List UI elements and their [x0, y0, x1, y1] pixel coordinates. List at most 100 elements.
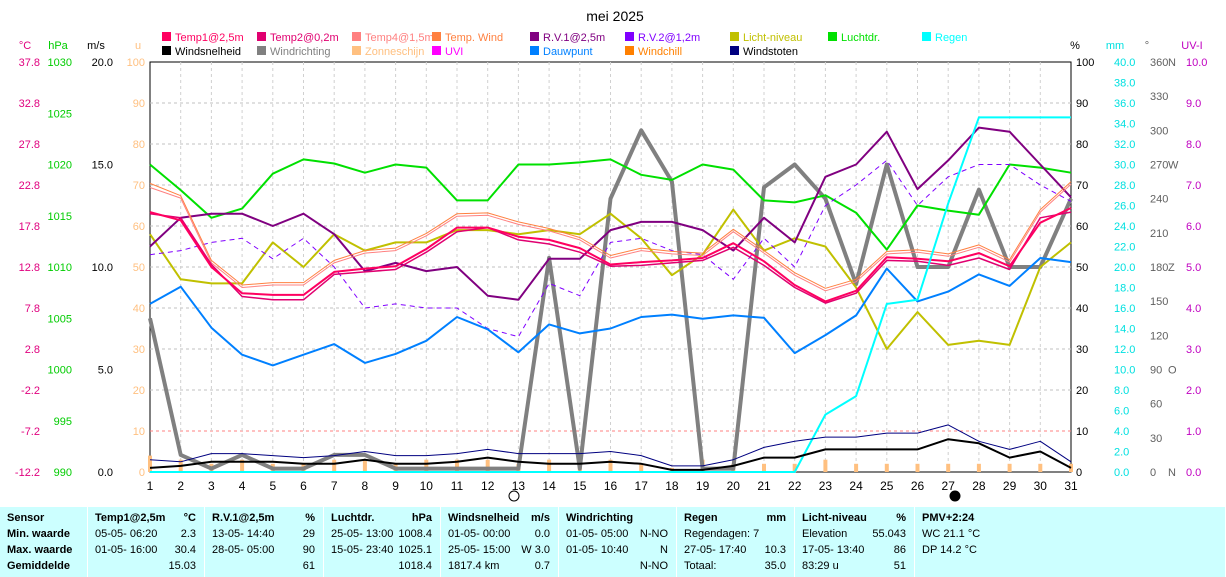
- legend-swatch: [730, 32, 739, 41]
- stats-cell-left: 01-05- 00:00: [448, 528, 511, 540]
- tick-label-u: 30: [133, 344, 145, 356]
- series-line-dauwpunt: [149, 257, 1072, 367]
- tick-label-hpa: 990: [54, 467, 72, 479]
- tick-label-hpa: 1005: [48, 313, 72, 325]
- weather-chart: mei 2025 Temp1@2,5m Temp2@0,2m Temp4@1,5m T…: [15, 8, 1207, 502]
- tick-label-pct: 10: [1076, 426, 1088, 438]
- stats-row: N-NO: [559, 558, 676, 574]
- tick-label-mm: 22.0: [1114, 242, 1135, 254]
- x-tick-label: 30: [1034, 479, 1048, 493]
- tick-label-mm: 38.0: [1114, 78, 1135, 90]
- x-tick-label: 14: [542, 479, 556, 493]
- tick-label-deg: 270: [1150, 160, 1168, 172]
- stats-cell-left: WC 21.1 °C: [922, 528, 981, 540]
- series-line-licht-niveau: [149, 208, 1072, 350]
- x-tick-label: 27: [942, 479, 956, 493]
- stats-cell-right: 0.0: [534, 528, 550, 540]
- stats-row: Max. waarde: [0, 542, 87, 558]
- sunshine-bar: [424, 459, 429, 472]
- tick-label-mm: 6.0: [1114, 406, 1129, 418]
- stats-row: 61: [205, 558, 323, 574]
- stats-cell-right: 61: [302, 560, 315, 572]
- stats-row: 13-05- 14:40 29: [205, 526, 323, 542]
- stats-header: Windsnelheid: [448, 512, 520, 524]
- tick-label-pct: 0: [1076, 467, 1082, 479]
- tick-label-uvi: 0.0: [1186, 467, 1201, 479]
- stats-cell-left: 01-05- 10:40: [566, 544, 629, 556]
- legend-label: Luchtdr.: [841, 32, 880, 44]
- legend-label: Temp4@1,5m: [365, 32, 434, 44]
- stats-row: 83:29 u 51: [795, 558, 914, 574]
- tick-label-mm: 10.0: [1114, 365, 1135, 377]
- legend-label: Windchill: [638, 46, 682, 58]
- tick-label-mm: 30.0: [1114, 160, 1135, 172]
- legend-swatch: [352, 46, 361, 55]
- stats-row: 15-05- 23:40 1025.1: [324, 542, 440, 558]
- tick-label-u: 80: [133, 139, 145, 151]
- tick-label-mm: 26.0: [1114, 201, 1135, 213]
- legend-label: R.V.2@1,2m: [638, 32, 700, 44]
- legend-swatch: [625, 46, 634, 55]
- series-line-temp2-0-2m: [149, 211, 1072, 304]
- stats-row: DP 14.2 °C: [915, 542, 1225, 558]
- series-line-windrichting: [148, 128, 1073, 471]
- stats-row: Regendagen: 7: [677, 526, 794, 542]
- stats-header: Windrichting: [566, 512, 634, 524]
- axis-unit-u: u: [135, 40, 141, 52]
- tick-label-deg: 30: [1150, 433, 1162, 445]
- axis-unit-mm: mm: [1106, 40, 1124, 52]
- x-tick-label: 8: [362, 479, 369, 493]
- stats-row: WC 21.1 °C: [915, 526, 1225, 542]
- series-line-windsnelheid: [149, 438, 1072, 471]
- tick-label-u: 10: [133, 426, 145, 438]
- tick-label-uvi: 6.0: [1186, 221, 1201, 233]
- x-tick-label: 31: [1064, 479, 1078, 493]
- tick-label-pct: 80: [1076, 139, 1088, 151]
- axis-unit-pct: %: [1070, 40, 1080, 52]
- tick-label-uvi: 1.0: [1186, 426, 1201, 438]
- tick-label-ms: 15.0: [92, 160, 113, 172]
- stats-column: Sensor Min. waarde Max. waarde Gemiddelde: [0, 507, 88, 577]
- stats-header: Luchtdr.: [331, 512, 375, 524]
- tick-label-deg: 180: [1150, 262, 1168, 274]
- tick-label-mm: 34.0: [1114, 119, 1135, 131]
- sunshine-bar: [915, 463, 920, 472]
- legend-swatch: [828, 32, 837, 41]
- stats-column: Luchtdr. hPa 25-05- 13:00 1008.4 15-05- 23:4…: [324, 507, 441, 577]
- legend-label: R.V.1@2,5m: [543, 32, 605, 44]
- tick-label-mm: 18.0: [1114, 283, 1135, 295]
- stats-column: Windrichting 01-05- 05:00 N-NO 01-05- 10:40…: [559, 507, 677, 577]
- tick-label-pct: 50: [1076, 262, 1088, 274]
- stats-header: Regen: [684, 512, 718, 524]
- stats-header-row: Temp1@2,5m °C: [88, 510, 204, 526]
- tick-label-pct: 60: [1076, 221, 1088, 233]
- sunshine-bar: [1038, 463, 1043, 472]
- stats-unit: %: [896, 512, 906, 524]
- tick-label-u: 70: [133, 180, 145, 192]
- legend-label: Temp2@0,2m: [270, 32, 339, 44]
- stats-cell-right: N-NO: [639, 528, 668, 540]
- stats-unit: °C: [183, 512, 196, 524]
- tick-label-deg: 60: [1150, 399, 1162, 411]
- x-tick-label: 24: [849, 479, 863, 493]
- stats-cell-left: 27-05- 17:40: [684, 544, 747, 556]
- stats-row: Min. waarde: [0, 526, 87, 542]
- legend-swatch: [162, 46, 171, 55]
- stats-cell-right: 1025.1: [398, 544, 432, 556]
- tick-label-mm: 40.0: [1114, 57, 1135, 69]
- x-tick-label: 25: [880, 479, 894, 493]
- tick-label-uvi: 4.0: [1186, 303, 1201, 315]
- stats-cell-left: 01-05- 05:00: [566, 528, 629, 540]
- x-tick-label: 4: [239, 479, 246, 493]
- tick-label-pct: 100: [1076, 57, 1094, 69]
- tick-label-celsius: 12.8: [19, 262, 40, 274]
- stats-cell-left: 83:29 u: [802, 560, 839, 572]
- legend: Temp1@2,5m Temp2@0,2m Temp4@1,5m Temp. Wind…: [162, 32, 967, 58]
- tick-label-deg: 360: [1150, 57, 1168, 69]
- stats-column: PMV+2:24 WC 21.1 °C DP 14.2 °C: [915, 507, 1226, 577]
- stats-row: 01-05- 05:00 N-NO: [559, 526, 676, 542]
- stats-header: Temp1@2,5m: [95, 512, 166, 524]
- series-line-luchtdr-: [149, 158, 1072, 251]
- axis-unit-uvi: UV-I: [1181, 40, 1202, 52]
- tick-label-mm: 16.0: [1114, 303, 1135, 315]
